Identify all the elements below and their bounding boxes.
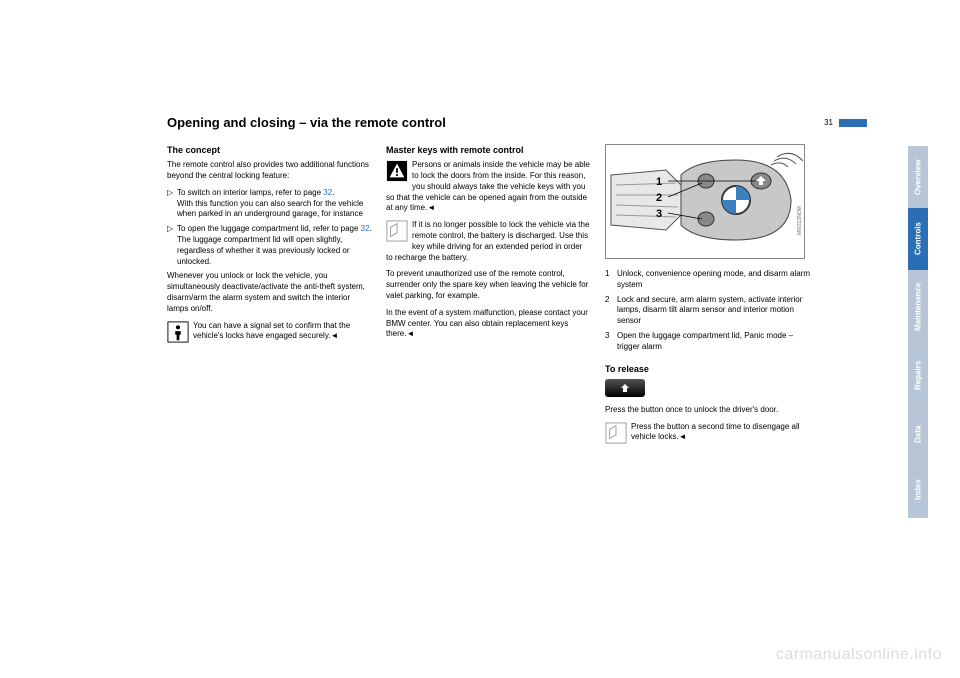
info-text: You can have a signal set to confirm tha… (193, 321, 350, 341)
column-1: The concept The remote control also prov… (167, 144, 372, 449)
release-button-graphic (605, 379, 810, 397)
bullet-body: To open the luggage compartment lid, ref… (177, 224, 372, 267)
tab-controls[interactable]: Controls (908, 208, 928, 270)
list-item: 3 Open the luggage compartment lid, Pani… (605, 331, 810, 353)
tab-repairs[interactable]: Repairs (908, 344, 928, 406)
info-text: Press the button a second time to diseng… (631, 422, 800, 442)
item-text: Open the luggage compartment lid, Panic … (617, 331, 810, 353)
page-title: Opening and closing – via the remote con… (167, 115, 824, 130)
tab-maintenance[interactable]: Maintenance (908, 270, 928, 344)
key-label-2: 2 (656, 192, 662, 204)
column-2: Master keys with remote control Persons … (386, 144, 591, 449)
tab-index[interactable]: Index (908, 462, 928, 518)
info-block: Persons or animals inside the vehicle ma… (386, 160, 591, 214)
figure-code: MW222NOM (797, 206, 803, 235)
bullet-text-after: . (332, 188, 334, 197)
page-number: 31 (824, 118, 833, 127)
bullet-glyph-icon: ▷ (167, 188, 177, 220)
col1-para2: Whenever you unlock or lock the vehicle,… (167, 271, 372, 314)
item-text: Lock and secure, arm alarm system, activ… (617, 295, 810, 327)
info-block: If it is no longer possible to lock the … (386, 220, 591, 263)
key-label-1: 1 (656, 176, 662, 188)
content-columns: The concept The remote control also prov… (167, 144, 867, 449)
item-number: 2 (605, 295, 617, 327)
list-item: 1 Unlock, convenience opening mode, and … (605, 269, 810, 291)
col2-subhead: Master keys with remote control (386, 144, 591, 156)
info-text: If it is no longer possible to lock the … (386, 220, 589, 261)
bullet-glyph-icon: ▷ (167, 224, 177, 267)
note-icon (386, 220, 408, 242)
page-link[interactable]: 32 (323, 188, 332, 197)
col2-para2: To prevent unauthorized use of the remot… (386, 269, 591, 301)
bullet-text-after: . (370, 224, 372, 233)
bullet-text-2: With this function you can also search f… (177, 199, 363, 219)
page-header: Opening and closing – via the remote con… (167, 115, 867, 130)
watermark: carmanualsonline.info (776, 646, 942, 664)
item-number: 3 (605, 331, 617, 353)
bullet-text-2: The luggage compartment lid will open sl… (177, 235, 350, 266)
page-link[interactable]: 32 (361, 224, 370, 233)
header-accent-bar (839, 119, 867, 127)
unlock-button-icon (605, 379, 645, 397)
col3-para: Press the button once to unlock the driv… (605, 405, 810, 416)
col3-subhead2: To release (605, 363, 810, 375)
bullet-text: To switch on interior lamps, refer to pa… (177, 188, 323, 197)
info-block: Press the button a second time to diseng… (605, 422, 810, 444)
key-label-3: 3 (656, 208, 662, 220)
manual-page: Opening and closing – via the remote con… (167, 115, 867, 635)
key-person-icon (167, 321, 189, 343)
col1-intro: The remote control also provides two add… (167, 160, 372, 182)
list-item: 2 Lock and secure, arm alarm system, act… (605, 295, 810, 327)
bullet-body: To switch on interior lamps, refer to pa… (177, 188, 372, 220)
item-text: Unlock, convenience opening mode, and di… (617, 269, 810, 291)
item-number: 1 (605, 269, 617, 291)
bullet-item: ▷ To switch on interior lamps, refer to … (167, 188, 372, 220)
col1-subhead: The concept (167, 144, 372, 156)
tab-overview[interactable]: Overview (908, 146, 928, 208)
tab-data[interactable]: Data (908, 406, 928, 462)
col2-para3: In the event of a system malfunction, pl… (386, 308, 591, 340)
warning-icon (386, 160, 408, 182)
bullet-text: To open the luggage compartment lid, ref… (177, 224, 361, 233)
info-block: You can have a signal set to confirm tha… (167, 321, 372, 343)
numbered-list: 1 Unlock, convenience opening mode, and … (605, 269, 810, 353)
side-tabs: Overview Controls Maintenance Repairs Da… (908, 146, 928, 518)
column-3: 1 2 3 MW222NOM 1 Unlock, convenience ope… (605, 144, 810, 449)
key-illustration: 1 2 3 MW222NOM (605, 144, 805, 259)
info-text: Persons or animals inside the vehicle ma… (386, 160, 590, 212)
note-icon (605, 422, 627, 444)
bullet-item: ▷ To open the luggage compartment lid, r… (167, 224, 372, 267)
